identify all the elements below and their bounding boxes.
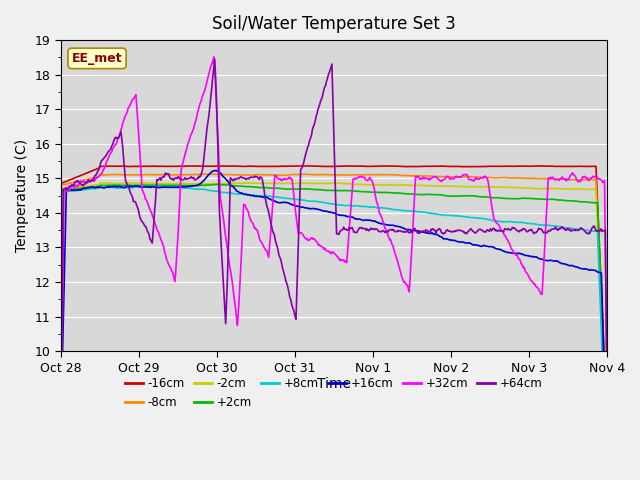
-2cm xyxy=(191,181,199,187)
Line: +16cm: +16cm xyxy=(61,170,607,472)
+16cm xyxy=(603,469,611,475)
+8cm xyxy=(603,474,611,480)
+2cm xyxy=(550,196,557,202)
+32cm xyxy=(603,371,611,377)
-8cm xyxy=(212,171,220,177)
+16cm xyxy=(57,424,65,430)
Title: Soil/Water Temperature Set 3: Soil/Water Temperature Set 3 xyxy=(212,15,456,33)
+8cm xyxy=(483,216,490,222)
+2cm xyxy=(57,188,65,193)
+16cm xyxy=(230,185,238,191)
+16cm xyxy=(211,168,219,173)
+64cm xyxy=(191,177,198,183)
-16cm xyxy=(230,163,237,169)
+32cm xyxy=(483,175,490,181)
Line: -2cm: -2cm xyxy=(61,183,607,430)
+64cm xyxy=(230,176,238,182)
+8cm xyxy=(550,223,557,228)
-8cm xyxy=(603,420,611,426)
Line: -8cm: -8cm xyxy=(61,174,607,423)
+16cm xyxy=(212,168,220,173)
-8cm xyxy=(230,172,238,178)
-2cm xyxy=(230,180,238,186)
+8cm xyxy=(191,186,199,192)
-8cm xyxy=(191,172,198,178)
Line: +8cm: +8cm xyxy=(61,186,607,477)
-8cm xyxy=(417,173,424,179)
+8cm xyxy=(230,191,238,197)
-2cm xyxy=(417,182,424,188)
Line: +2cm: +2cm xyxy=(61,184,607,448)
+32cm xyxy=(550,176,557,181)
+64cm xyxy=(57,442,65,447)
-2cm xyxy=(140,180,147,186)
-16cm xyxy=(191,163,198,169)
Line: +64cm: +64cm xyxy=(61,59,607,444)
+32cm xyxy=(230,296,238,301)
+16cm xyxy=(191,183,198,189)
+2cm xyxy=(417,192,424,197)
X-axis label: Time: Time xyxy=(317,377,351,391)
+8cm xyxy=(417,209,424,215)
-8cm xyxy=(483,175,490,180)
+64cm xyxy=(417,229,424,235)
-2cm xyxy=(603,427,611,432)
+64cm xyxy=(483,228,490,233)
-16cm xyxy=(417,164,424,169)
+8cm xyxy=(212,188,220,194)
-16cm xyxy=(211,163,219,169)
+2cm xyxy=(191,183,198,189)
-2cm xyxy=(212,181,220,187)
-8cm xyxy=(57,182,65,188)
-8cm xyxy=(550,176,557,182)
+32cm xyxy=(210,54,218,60)
+2cm xyxy=(603,445,611,451)
+8cm xyxy=(57,189,65,195)
Line: +32cm: +32cm xyxy=(61,57,607,444)
+16cm xyxy=(417,229,424,235)
+32cm xyxy=(417,177,424,182)
-2cm xyxy=(483,184,490,190)
-16cm xyxy=(483,164,490,169)
+2cm xyxy=(214,181,221,187)
-16cm xyxy=(603,411,611,417)
+64cm xyxy=(550,226,557,232)
+16cm xyxy=(550,258,557,264)
-16cm xyxy=(550,163,557,169)
+16cm xyxy=(483,243,490,249)
+8cm xyxy=(153,183,161,189)
-2cm xyxy=(57,186,65,192)
Text: EE_met: EE_met xyxy=(72,52,122,65)
+32cm xyxy=(212,82,220,88)
+64cm xyxy=(603,383,611,388)
+2cm xyxy=(230,183,238,189)
+2cm xyxy=(483,194,490,200)
+32cm xyxy=(191,122,198,128)
+64cm xyxy=(212,72,220,78)
-16cm xyxy=(341,163,349,169)
+2cm xyxy=(211,181,219,187)
+32cm xyxy=(57,442,65,447)
-2cm xyxy=(550,186,557,192)
-16cm xyxy=(57,180,65,186)
Y-axis label: Temperature (C): Temperature (C) xyxy=(15,139,29,252)
-8cm xyxy=(205,171,213,177)
+64cm xyxy=(211,56,219,62)
Line: -16cm: -16cm xyxy=(61,166,607,414)
Legend: -16cm, -8cm, -2cm, +2cm, +8cm, +16cm, +32cm, +64cm: -16cm, -8cm, -2cm, +2cm, +8cm, +16cm, +3… xyxy=(120,372,547,414)
